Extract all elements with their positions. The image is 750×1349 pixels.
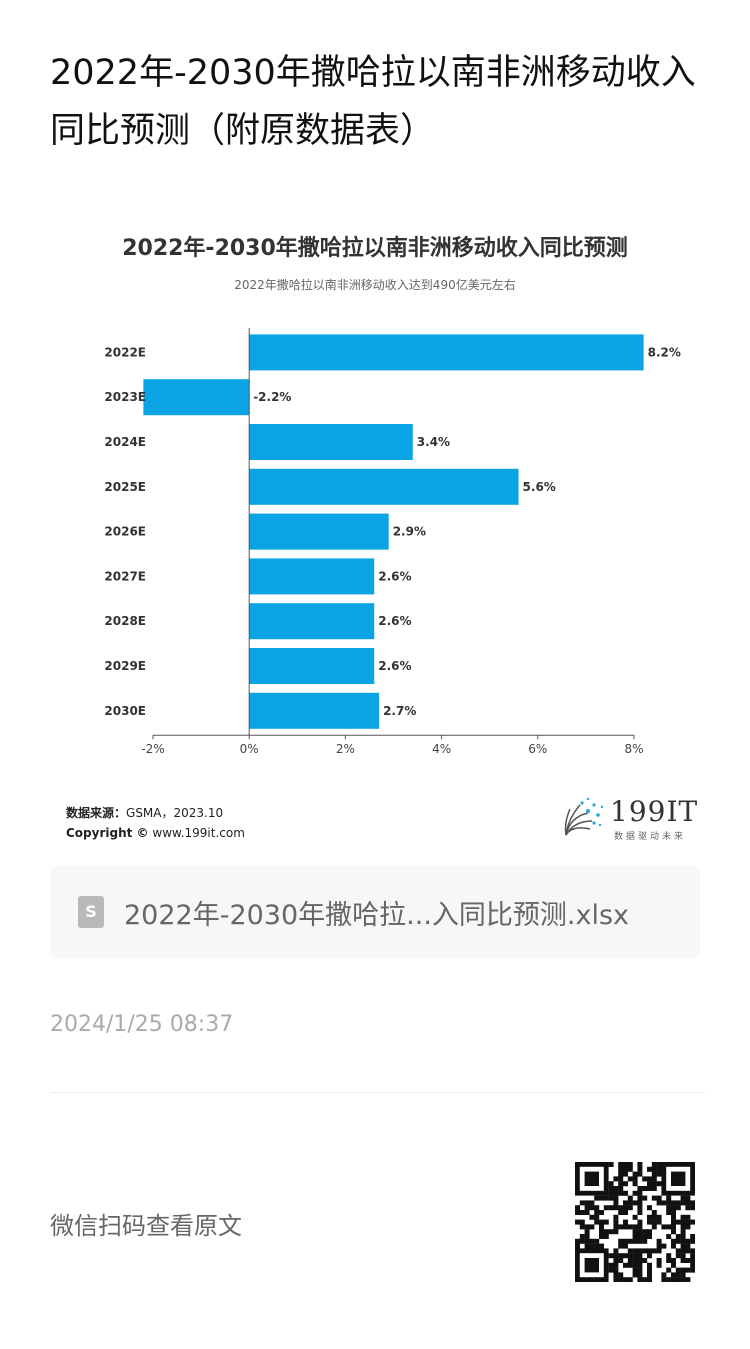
bar-2028E <box>249 603 375 640</box>
bar-2022E <box>249 334 644 371</box>
category-label-2026E: 2026E <box>104 525 146 539</box>
category-label-2027E: 2027E <box>104 569 146 583</box>
category-label-2024E: 2024E <box>104 435 146 449</box>
value-label-2028E: 2.6% <box>378 614 411 628</box>
bar-2024E <box>249 424 413 460</box>
bar-2023E <box>143 379 250 416</box>
brand-logo: 199IT 数据驱动未来 <box>558 795 698 845</box>
copyright-label: Copyright © <box>66 826 149 840</box>
logo-text: 199IT <box>610 795 699 828</box>
bar-2030E <box>249 692 380 729</box>
category-label-2030E: 2030E <box>104 704 146 718</box>
bar-2026E <box>249 513 389 550</box>
attachment-card[interactable]: S 2022年-2030年撒哈拉...入同比预测.xlsx <box>50 866 700 958</box>
bar-2025E <box>249 468 519 505</box>
value-label-2029E: 2.6% <box>378 659 411 673</box>
x-tick-label-2: 2% <box>336 742 355 756</box>
x-tick-label-1: 0% <box>240 742 259 756</box>
category-label-2029E: 2029E <box>104 659 146 673</box>
category-label-2025E: 2025E <box>104 480 146 494</box>
logo-tagline: 数据驱动未来 <box>614 832 687 842</box>
category-label-2028E: 2028E <box>104 614 146 628</box>
x-tick-label-5: 8% <box>624 742 643 756</box>
divider <box>50 1092 705 1093</box>
chart-title: 2022年-2030年撒哈拉以南非洲移动收入同比预测 <box>122 236 628 261</box>
value-label-2026E: 2.9% <box>393 525 426 539</box>
qr-modules <box>575 1162 695 1282</box>
x-tick-label-3: 4% <box>432 742 451 756</box>
bar-2027E <box>249 558 375 595</box>
value-label-2025E: 5.6% <box>523 480 556 494</box>
x-tick-label-4: 6% <box>528 742 547 756</box>
attachment-file-name: 2022年-2030年撒哈拉...入同比预测.xlsx <box>124 899 630 931</box>
bar-2029E <box>249 648 375 684</box>
value-label-2023E: -2.2% <box>253 390 291 404</box>
file-icon-letter: S <box>85 902 97 921</box>
dandelion-logo-icon <box>564 797 604 836</box>
value-label-2030E: 2.7% <box>383 704 416 718</box>
spreadsheet-file-icon: S <box>78 896 104 928</box>
source-value: GSMA，2023.10 <box>126 806 224 820</box>
source-block: 数据来源：GSMA，2023.10 Copyright © www.199it.… <box>66 803 245 843</box>
bar-chart: 2022E 8.2% 2023E -2.2% 2024E 3.4% 2025E 5.6% 202… <box>104 328 681 756</box>
publish-timestamp: 2024/1/25 08:37 <box>50 1012 234 1037</box>
copyright-value: www.199it.com <box>152 826 245 840</box>
source-label: 数据来源： <box>66 806 127 820</box>
article-title: 2022年-2030年撒哈拉以南非洲移动收入同比预测（附原数据表） <box>50 53 696 151</box>
category-label-2023E: 2023E <box>104 390 146 404</box>
chart-subtitle: 2022年撒哈拉以南非洲移动收入达到490亿美元左右 <box>234 278 516 292</box>
x-tick-label-0: -2% <box>141 742 164 756</box>
category-label-2022E: 2022E <box>104 345 146 359</box>
value-label-2022E: 8.2% <box>648 345 681 359</box>
value-label-2024E: 3.4% <box>417 435 450 449</box>
qr-code-icon[interactable] <box>575 1162 695 1282</box>
scan-prompt: 微信扫码查看原文 <box>50 1212 242 1240</box>
value-label-2027E: 2.6% <box>378 569 411 583</box>
